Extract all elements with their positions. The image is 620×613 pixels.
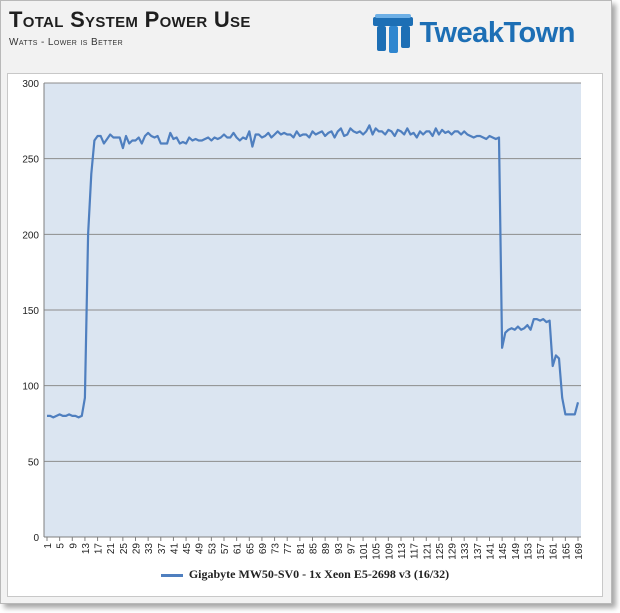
line-chart: 0 50 100 150 200 250 300 1 5 9 13 17 21 25 29 33 37 41 45 4… (22, 79, 585, 560)
legend-swatch (160, 573, 183, 577)
x-tick-label: 37 (157, 543, 168, 555)
x-tick-label: 141 (486, 543, 497, 560)
x-tick-label: 105 (372, 543, 383, 560)
x-tick-label: 17 (94, 543, 105, 555)
x-tick-label: 65 (245, 543, 256, 555)
x-tick-label: 133 (460, 543, 471, 560)
chart-subtitle: Watts - Lower is Better (9, 37, 124, 48)
x-tick-label: 153 (523, 543, 534, 560)
x-tick-label: 129 (448, 543, 459, 560)
x-tick-label: 29 (132, 543, 143, 555)
x-tick-label: 57 (220, 543, 231, 555)
x-tick-label: 149 (511, 543, 522, 560)
x-tick-label: 61 (233, 543, 244, 555)
y-tick-label: 0 (33, 533, 39, 544)
x-tick-label: 93 (334, 543, 345, 555)
x-tick-label: 13 (81, 543, 92, 555)
x-tick-label: 121 (422, 543, 433, 560)
x-tick-label: 137 (473, 543, 484, 560)
chart-frame: Total System Power Use Watts - Lower is … (0, 0, 612, 604)
x-tick-label: 21 (106, 543, 117, 555)
x-tick-label: 161 (549, 543, 560, 560)
x-tick-label: 33 (144, 543, 155, 555)
x-tick-label: 1 (43, 543, 54, 549)
chart-title: Total System Power Use (9, 7, 251, 32)
x-tick-label: 41 (169, 543, 180, 555)
x-tick-label: 117 (410, 543, 421, 559)
y-tick-label: 100 (22, 382, 39, 393)
tweaktown-logo-text: TweakTown (419, 16, 575, 49)
x-tick-label: 157 (536, 543, 547, 560)
x-tick-label: 25 (119, 543, 130, 555)
x-tick-label: 85 (309, 543, 320, 555)
y-tick-label: 250 (22, 155, 39, 166)
x-tick-label: 73 (271, 543, 282, 555)
x-tick-label: 97 (346, 543, 357, 555)
x-tick-label: 9 (68, 543, 79, 549)
x-tick-label: 45 (182, 543, 193, 555)
tweaktown-logo-icon (373, 14, 414, 53)
y-tick-label: 300 (22, 79, 39, 90)
x-tick-label: 69 (258, 543, 269, 555)
chart-area: 0 50 100 150 200 250 300 1 5 9 13 17 21 25 29 33 37 41 45 4… (7, 73, 603, 597)
x-tick-label: 5 (56, 543, 67, 549)
x-tick-label: 113 (397, 543, 408, 559)
x-tick-label: 49 (195, 543, 206, 555)
series-line (47, 124, 580, 419)
x-tick-label: 145 (498, 543, 509, 560)
x-tick-label: 77 (283, 543, 294, 555)
legend-label: Gigabyte MW50-SV0 - 1x Xeon E5-2698 v3 (… (188, 567, 450, 581)
x-tick-label: 165 (561, 543, 572, 560)
x-tick-label: 81 (296, 543, 307, 555)
x-tick-label: 53 (207, 543, 218, 555)
y-tick-label: 200 (22, 230, 39, 241)
legend: Gigabyte MW50-SV0 - 1x Xeon E5-2698 v3 (… (7, 567, 603, 582)
x-tick-label: 109 (384, 543, 395, 560)
x-tick-label: 125 (435, 543, 446, 560)
x-tick-label: 89 (321, 543, 332, 555)
tweaktown-logo: TweakTown (371, 9, 575, 57)
x-tick-label: 169 (574, 543, 585, 560)
y-tick-label: 50 (28, 457, 40, 468)
y-tick-label: 150 (22, 306, 39, 317)
x-tick-label: 101 (359, 543, 370, 560)
